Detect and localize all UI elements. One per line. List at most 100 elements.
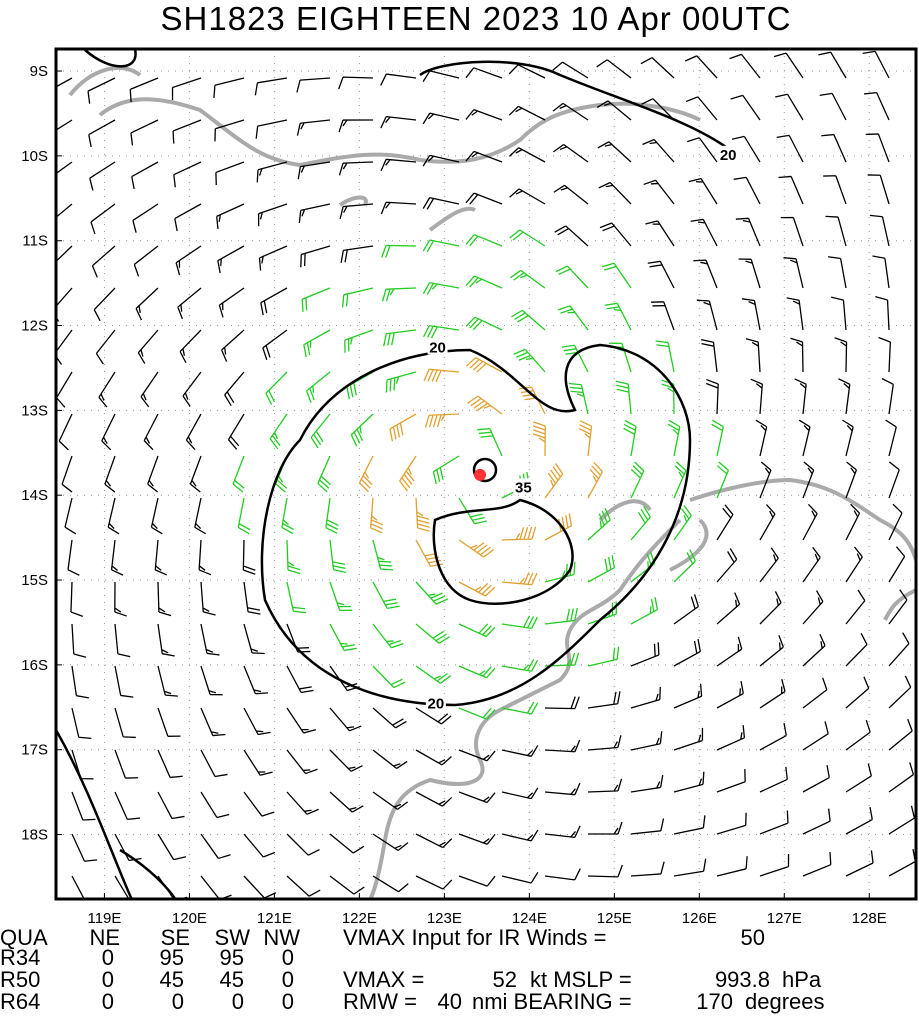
table-cell: 0: [102, 989, 114, 1014]
table-header: NW: [263, 925, 300, 950]
wind-barb: [509, 229, 546, 247]
y-tick-label: 17S: [21, 742, 48, 759]
wind-barb: [221, 329, 245, 362]
wind-barb: [140, 371, 159, 408]
wind-barb: [705, 378, 719, 415]
wind-barb: [685, 96, 718, 121]
wind-barb: [509, 188, 546, 205]
wind-barb: [399, 455, 417, 492]
wind-barb: [673, 771, 705, 793]
wind-barb: [415, 749, 452, 766]
wind-barb: [842, 419, 854, 457]
info-text: kt MSLP =: [530, 967, 632, 992]
wind-barb: [415, 497, 431, 532]
wind-barb: [338, 161, 374, 176]
wind-barb: [802, 633, 826, 667]
wind-barb: [137, 329, 159, 364]
y-tick-label: 10S: [21, 148, 48, 165]
y-tick-label: 11S: [22, 233, 48, 250]
wind-barb: [802, 764, 830, 793]
wind-barb: [845, 503, 861, 541]
x-tick-label: 125E: [597, 910, 632, 927]
wind-barb: [114, 665, 134, 698]
wind-barb: [339, 203, 374, 219]
wind-barb: [303, 329, 331, 358]
wind-barb: [56, 287, 73, 322]
wind-barb: [338, 119, 374, 133]
wind-barb: [157, 749, 183, 779]
wind-barb: [380, 115, 417, 129]
wind-barb: [341, 287, 374, 308]
wind-barb: [716, 769, 746, 793]
wind-barb: [776, 134, 804, 163]
wind-barb: [555, 265, 589, 289]
wind-barb: [642, 138, 675, 163]
wind-barb: [200, 791, 230, 819]
wind-barb: [458, 707, 496, 720]
wind-barb: [759, 810, 789, 835]
wind-barb: [381, 287, 417, 302]
wind-barb: [423, 368, 460, 383]
y-tick-label: 18S: [21, 827, 48, 844]
table-cell: 95: [220, 945, 244, 970]
wind-barb: [759, 853, 790, 877]
wind-barb: [114, 707, 136, 739]
wind-barb: [759, 722, 787, 751]
wind-barb: [733, 176, 761, 205]
wind-barb: [95, 329, 116, 365]
wind-barb: [888, 461, 900, 499]
wind-barb: [465, 109, 503, 121]
wind-barb: [432, 455, 460, 485]
wind-barb: [630, 861, 665, 877]
wind-barb: [255, 119, 288, 139]
wind-barb: [604, 302, 632, 331]
wind-barb: [286, 833, 320, 856]
wind-barb: [729, 53, 761, 79]
wind-barb: [587, 864, 623, 878]
wind-barb: [802, 546, 821, 583]
wind-barb: [286, 791, 319, 815]
wind-barb: [673, 594, 699, 625]
wind-barb: [821, 133, 847, 163]
wind-barb: [587, 646, 620, 667]
wind-barb: [385, 371, 417, 393]
wind-barb: [465, 150, 503, 163]
wind-barb: [110, 539, 124, 576]
wind-barb: [370, 497, 384, 534]
wind-barb: [465, 67, 503, 79]
x-tick-label: 126E: [682, 910, 717, 927]
wind-barb: [587, 461, 604, 499]
wind-barb: [227, 413, 245, 450]
contour-label-bg: [425, 694, 446, 711]
wind-barb: [243, 581, 261, 615]
table-cell: 0: [232, 989, 244, 1014]
wind-barb: [214, 119, 245, 142]
wind-barb: [845, 850, 874, 877]
info-text: degrees: [745, 989, 825, 1014]
wind-barb: [693, 259, 718, 289]
contour-label: 20: [428, 696, 445, 713]
wind-barb: [741, 298, 761, 331]
wind-barb: [262, 329, 288, 361]
wind-barb: [568, 382, 589, 415]
wind-barb: [730, 94, 761, 121]
wind-barb: [56, 371, 73, 408]
wind-barb: [845, 546, 863, 583]
wind-barb: [596, 59, 632, 79]
wind-barb: [623, 419, 637, 457]
wind-barb: [554, 225, 589, 247]
wind-barb: [182, 371, 202, 407]
wind-barb: [372, 791, 409, 810]
table-cell: 0: [282, 967, 294, 992]
wind-barb: [372, 833, 409, 852]
wind-barb: [130, 119, 159, 146]
wind-barb: [759, 591, 782, 625]
wind-barb: [458, 749, 496, 762]
wind-barb: [56, 245, 73, 279]
wind-barb: [599, 222, 632, 247]
wind-barb: [802, 808, 831, 835]
wind-barb: [711, 419, 724, 457]
wind-barb: [64, 497, 77, 535]
wind-barb: [700, 339, 718, 373]
wind-barb: [329, 875, 365, 895]
